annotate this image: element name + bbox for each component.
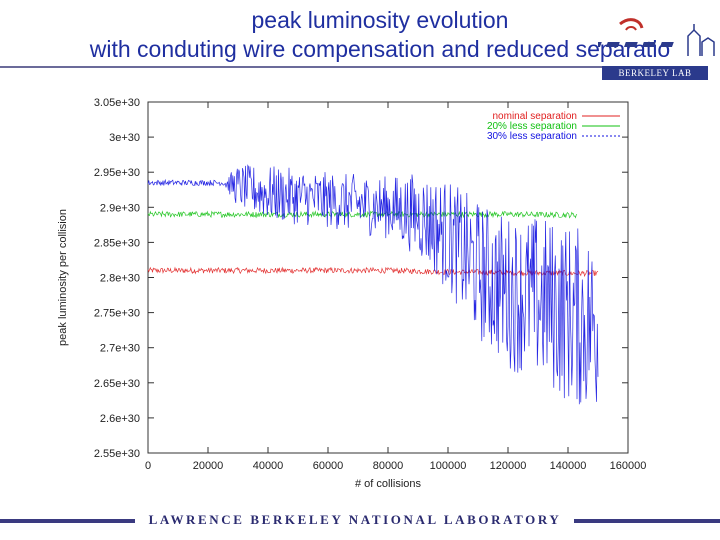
slide-title: peak luminosity evolution with conduting… [0,6,720,64]
footer-rule-left [0,519,135,523]
x-tick-label: 80000 [373,460,404,472]
y-tick-label: 2.7e+30 [100,343,140,355]
y-tick-label: 2.85e+30 [94,237,140,249]
x-tick-label: 40000 [253,460,284,472]
x-tick-label: 20000 [193,460,224,472]
x-tick-label: 100000 [430,460,467,472]
y-tick-label: 2.9e+30 [100,202,140,214]
y-tick-label: 3e+30 [109,132,140,144]
series-line-3 [147,164,599,405]
x-tick-label: 160000 [610,460,647,472]
y-tick-label: 2.75e+30 [94,308,140,320]
slide-title-line1: peak luminosity evolution [251,7,509,33]
berkeley-lab-label: BERKELEY LAB [602,66,708,80]
luminosity-chart: 2.55e+30 2.6e+30 2.65e+30 2.7e+30 2.75e+30 2.… [57,97,647,490]
legend-label-3: 30% less separation [487,131,577,142]
series-line-2 [147,210,578,219]
y-tick-label: 3.05e+30 [94,97,140,109]
y-axis-label: peak luminosity per collision [57,209,69,346]
legend-label-1: nominal separation [493,111,578,122]
x-axis-label: # of collisions [355,478,422,490]
legend-label-2: 20% less separation [487,121,577,132]
y-tick-label: 2.65e+30 [94,378,140,390]
berkeley-lab-logo-icon [598,18,715,56]
y-tick-label: 2.55e+30 [94,448,140,460]
title-divider [0,66,640,68]
y-tick-label: 2.8e+30 [100,273,140,285]
footer-lbnl: LAWRENCE BERKELEY NATIONAL LABORATORY [148,512,562,527]
x-tick-label: 120000 [490,460,527,472]
slide-title-line2: with conduting wire compensation and red… [89,36,671,62]
x-tick-label: 0 [145,460,151,472]
x-tick-label: 60000 [313,460,344,472]
footer-rule-right [574,519,720,523]
series-line-1 [147,266,599,278]
x-tick-label: 140000 [550,460,587,472]
y-tick-label: 2.6e+30 [100,413,140,425]
y-tick-label: 2.95e+30 [94,167,140,179]
